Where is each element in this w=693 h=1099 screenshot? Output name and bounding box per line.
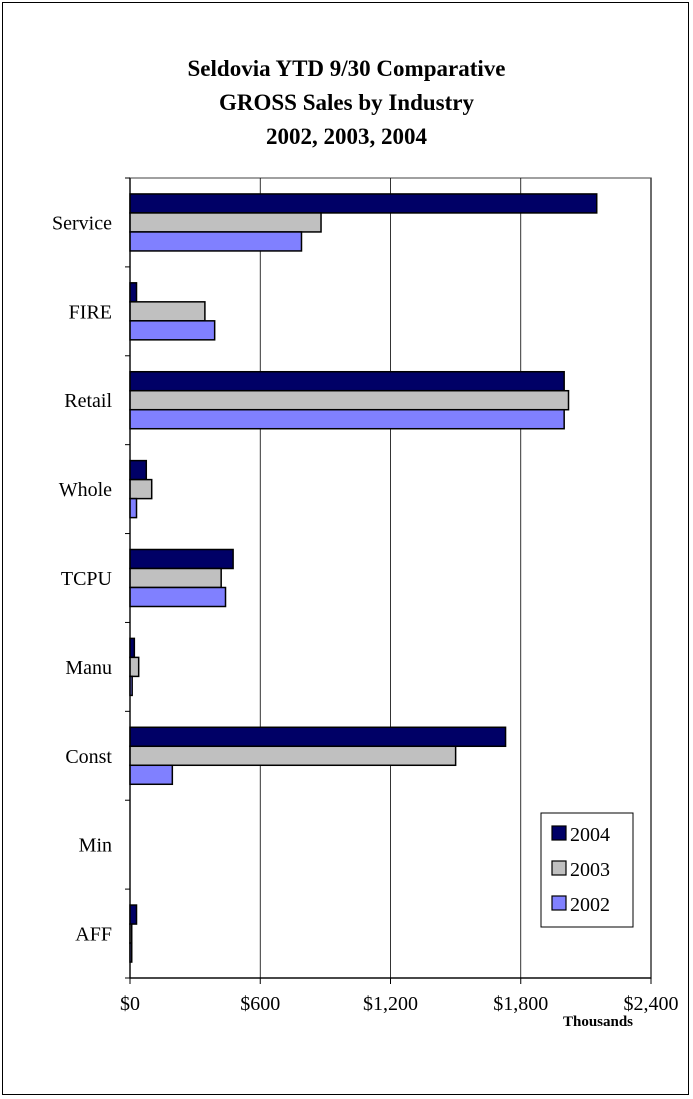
bar-whole-2002 [129, 497, 138, 519]
category-label-manu: Manu [65, 657, 112, 679]
bar-whole-2003 [129, 478, 153, 500]
category-label-tcpu: TCPU [61, 568, 113, 590]
bar-fire-2003 [129, 301, 206, 322]
bar-manu-2004 [129, 637, 136, 659]
bar-const-2002 [129, 764, 174, 786]
x-tick-label: $600 [240, 993, 280, 1015]
bar-service-2004 [129, 193, 598, 214]
bar-aff-2004 [129, 904, 138, 925]
bar-manu-2003 [129, 656, 140, 678]
bar-tcpu-2003 [129, 567, 222, 589]
legend-label-2002: 2002 [570, 894, 610, 916]
category-label-fire: FIRE [69, 301, 112, 323]
bar-tcpu-2004 [129, 548, 234, 570]
bar-fire-2004 [129, 282, 138, 303]
bar-retail-2004 [129, 370, 565, 392]
category-label-const: Const [65, 746, 112, 768]
legend-swatch-2003 [551, 860, 567, 876]
chart-title-line-2: GROSS Sales by Industry [219, 90, 474, 115]
category-label-service: Service [52, 212, 112, 234]
legend-swatch-2002 [551, 895, 567, 911]
category-label-whole: Whole [59, 479, 112, 501]
bar-retail-2002 [129, 408, 565, 430]
bar-const-2004 [129, 726, 507, 748]
legend-swatch-2004 [551, 825, 567, 841]
category-label-aff: AFF [75, 924, 112, 946]
x-tick-label: $1,200 [363, 993, 418, 1015]
chart-title-line-1: Seldovia YTD 9/30 Comparative [187, 56, 506, 81]
x-tick-label: $1,800 [493, 993, 548, 1015]
bar-fire-2002 [129, 320, 216, 341]
category-label-retail: Retail [64, 390, 112, 412]
legend-label-2004: 2004 [570, 824, 610, 846]
chart-title-line-3: 2002, 2003, 2004 [266, 124, 427, 149]
legend-label-2003: 2003 [570, 859, 610, 881]
x-axis-title: Thousands [563, 1014, 633, 1030]
x-tick-label: $2,400 [624, 993, 679, 1015]
category-label-min: Min [79, 835, 112, 857]
bar-service-2003 [129, 212, 322, 233]
bar-const-2003 [129, 745, 457, 767]
bar-service-2002 [129, 231, 303, 252]
x-tick-label: $0 [120, 993, 140, 1015]
bar-retail-2003 [129, 389, 570, 411]
bar-tcpu-2002 [129, 586, 227, 608]
bar-whole-2004 [129, 459, 148, 481]
